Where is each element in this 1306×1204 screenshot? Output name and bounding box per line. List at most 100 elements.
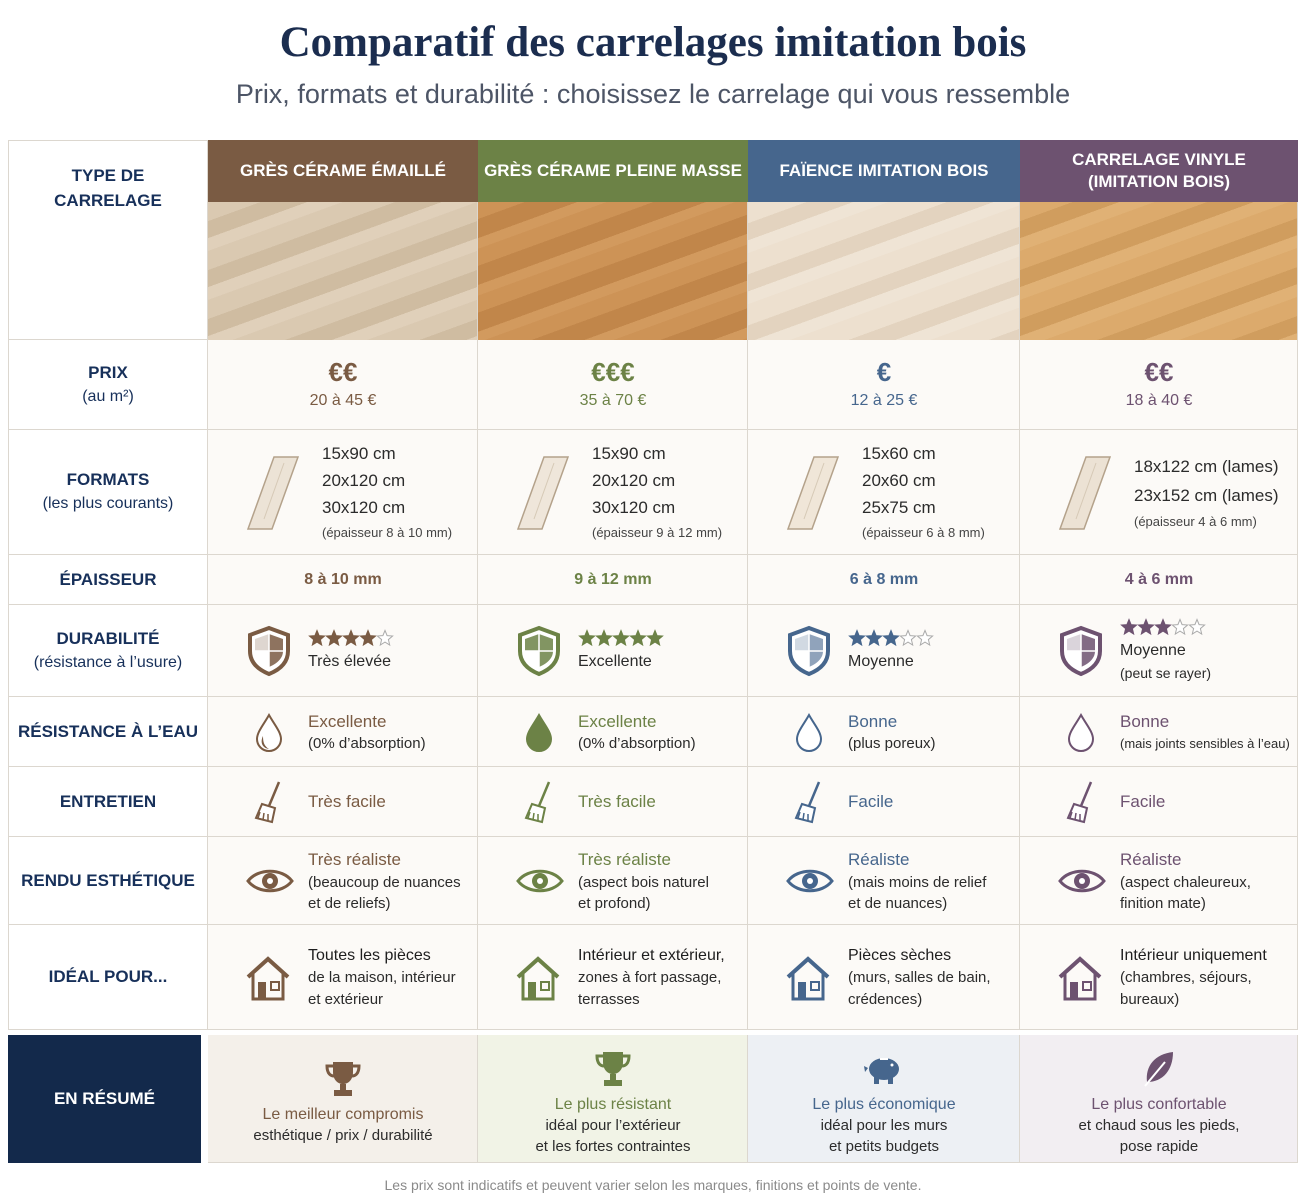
house-icon-part <box>528 981 536 999</box>
shield-icon-part <box>255 634 283 667</box>
summary-icon-part <box>595 1054 631 1067</box>
summary-text: pose rapide <box>1119 1137 1199 1155</box>
durability-block: Moyenne (peut se rayer) <box>1120 605 1298 697</box>
broom-icon <box>1066 780 1096 824</box>
stars <box>308 629 478 647</box>
water-block: Bonne (plus poreux) <box>848 697 1018 767</box>
look-block: Très réaliste (beaucoup de nuances et de r… <box>308 837 478 925</box>
summary-icon <box>323 1058 363 1098</box>
formats-block: 18x122 cm (lames) 23x152 cm (lames) (épais… <box>1134 430 1296 555</box>
summary-text: et les fortes contraintes <box>535 1137 691 1155</box>
tile-icon-part <box>533 462 555 519</box>
row-label-text: FORMATS <box>66 470 150 489</box>
table-cell: 15x60 cm 20x60 cm 25x75 cm (épaisseur 6 à 8… <box>748 430 1020 555</box>
drop-icon-part <box>1067 712 1095 752</box>
summary-text: et chaud sous les pieds, <box>1078 1116 1240 1134</box>
column-name: FAÏENCE IMITATION BOIS <box>779 161 989 180</box>
row-label-text: PRIX <box>88 362 128 382</box>
subtitle: Prix, formats et durabilité : choisissez… <box>235 79 1071 109</box>
row-label-text: IDÉAL POUR... <box>48 967 168 986</box>
maintenance-block: Très facile <box>308 767 478 837</box>
star-filled <box>646 629 664 647</box>
drop-icon-part <box>795 712 823 752</box>
eye-icon-part <box>246 869 294 893</box>
broom-icon-part <box>524 781 551 824</box>
water-note: (0% d’absorption) <box>578 734 696 752</box>
broom-icon-part <box>794 802 817 824</box>
house-icon-part <box>798 981 806 999</box>
look-note: et de reliefs) <box>308 895 391 912</box>
star-empty <box>1171 618 1189 636</box>
shield-icon-part <box>1060 625 1102 677</box>
summary-icon-part <box>334 1090 352 1096</box>
row-label: IDÉAL POUR... <box>8 925 208 1030</box>
maintenance-block: Très facile <box>578 767 748 837</box>
price-block: €€€ 35 à 70 € <box>478 340 748 430</box>
house-icon <box>784 955 832 1001</box>
tile-icon-part <box>803 462 825 519</box>
formats-block: 15x90 cm 20x120 cm 30x120 cm (épaisseur 9 à… <box>592 430 746 555</box>
tile-icon <box>244 453 300 533</box>
star-rating <box>308 629 394 647</box>
column-name: CARRELAGE VINYLE <box>1072 150 1246 169</box>
broom-icon-part <box>537 781 551 807</box>
house-icon-part <box>791 973 825 1000</box>
price-symbol: €€€ <box>591 357 635 387</box>
durability-block: Excellente <box>578 605 748 697</box>
shield-icon <box>246 625 292 677</box>
summary-block: Le plus confortable et chaud sous les pie… <box>1020 1043 1298 1161</box>
column-header: FAÏENCE IMITATION BOIS <box>748 140 1020 202</box>
durability-text: Excellente <box>578 653 652 670</box>
water-note: (plus poreux) <box>848 734 936 752</box>
look-note: (beaucoup de nuances <box>308 874 461 891</box>
drop-icon-part <box>255 712 283 752</box>
star-empty <box>899 629 917 647</box>
broom-icon-part <box>797 811 809 821</box>
price-range: 35 à 70 € <box>579 392 647 409</box>
shield-icon-part <box>1067 634 1081 651</box>
star-filled <box>629 629 647 647</box>
drop-icon <box>1066 712 1096 752</box>
summary-icon-part <box>1144 1060 1166 1087</box>
drop-icon-part <box>255 712 283 752</box>
water-title: Excellente <box>308 711 387 731</box>
tile-icon-part <box>246 455 300 530</box>
ideal-block: Pièces sèches (murs, salles de bain, créde… <box>848 925 1020 1030</box>
eye-icon-part <box>1058 869 1106 893</box>
eye-icon-part <box>786 869 834 893</box>
ideal-text: de la maison, intérieur <box>308 968 456 986</box>
look-block: Réaliste (aspect chaleureux, finition mate… <box>1120 837 1298 925</box>
look-note: (aspect chaleureux, <box>1120 874 1251 891</box>
summary-icon <box>1139 1048 1179 1088</box>
shield-icon-part <box>525 634 539 651</box>
summary-icon-part <box>874 1075 879 1084</box>
tile-icon <box>1056 453 1112 533</box>
shield-icon-part <box>248 625 290 677</box>
shield-icon-part <box>795 634 809 651</box>
format-note: (épaisseur 9 à 12 mm) <box>592 525 723 540</box>
row-label-text: ENTRETIEN <box>59 791 157 811</box>
look-note: finition mate) <box>1120 895 1206 912</box>
ideal-block: Toutes les pièces de la maison, intérieur… <box>308 925 478 1030</box>
summary-text: idéal pour l’extérieur <box>545 1116 681 1134</box>
thickness-block: 8 à 10 mm <box>208 555 478 605</box>
row-label-text: (résistance à l’usure) <box>33 653 183 671</box>
summary-icon-part <box>325 1062 361 1096</box>
price-block: €€ 20 à 45 € <box>208 340 478 430</box>
star-filled <box>342 629 360 647</box>
ideal-text: crédences) <box>848 990 923 1008</box>
eye-icon-part <box>246 869 294 893</box>
formats-block: 15x60 cm 20x60 cm 25x75 cm (épaisseur 6 à 8… <box>862 430 1018 555</box>
house-icon-part <box>246 955 290 978</box>
column-header: GRÈS CÉRAME PLEINE MASSE <box>478 140 748 202</box>
eye-icon-part <box>1058 869 1106 893</box>
house-icon-part <box>1070 981 1078 999</box>
star-filled <box>1137 618 1155 636</box>
ideal-text: Intérieur et extérieur, <box>578 946 725 964</box>
tile-icon-part <box>263 462 285 519</box>
tile-icon <box>784 453 840 533</box>
tile-icon-part <box>786 455 840 530</box>
eye-icon-part <box>537 878 543 884</box>
summary-icon-part <box>864 1057 899 1084</box>
summary-icon-part <box>888 1075 893 1084</box>
